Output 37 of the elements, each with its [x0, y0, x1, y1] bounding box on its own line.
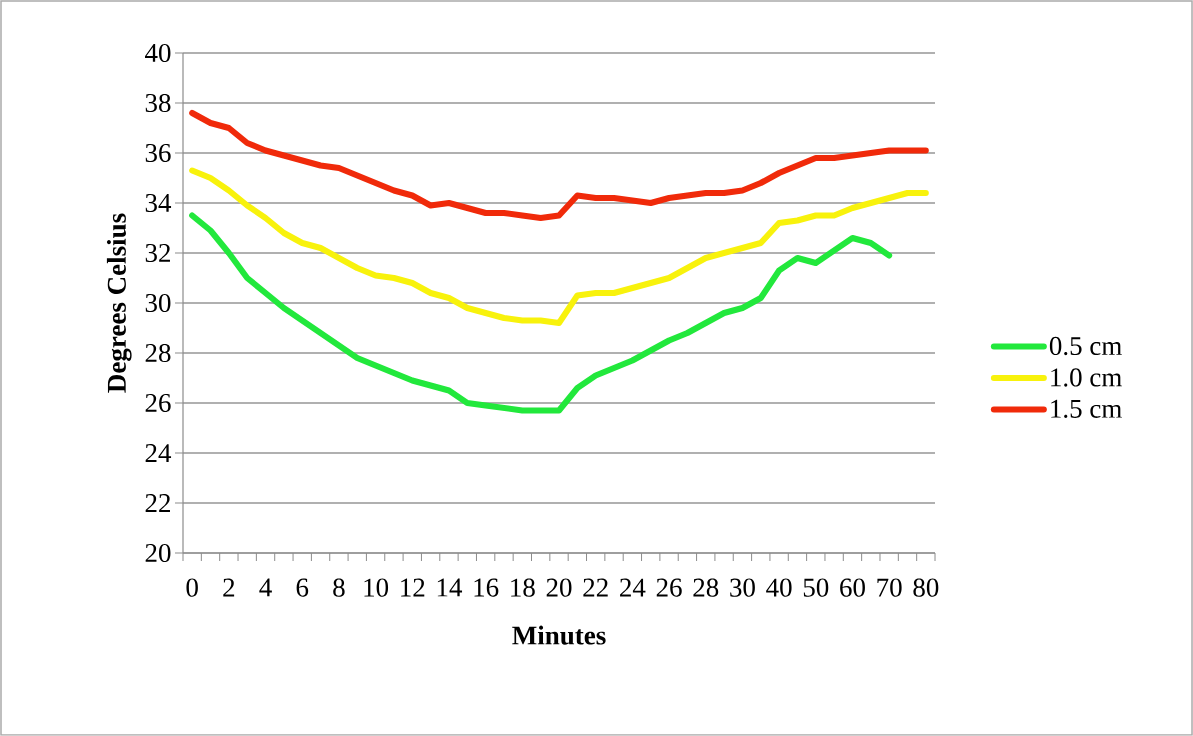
- x-tick-label: 80: [913, 578, 939, 597]
- x-tick-label: 60: [840, 578, 865, 597]
- x-tick-label: 8: [333, 578, 345, 597]
- x-tick-label: 6: [296, 578, 309, 597]
- x-tick-label: 10: [364, 578, 389, 597]
- x-tick-label: 20: [546, 578, 572, 597]
- x-tick-label: 14: [437, 578, 463, 597]
- x-tick-label: 4: [259, 578, 272, 597]
- legend-label: 1.5 cm: [1051, 399, 1122, 418]
- y-tick-label: 20: [145, 543, 171, 563]
- y-tick-label: 36: [145, 143, 171, 163]
- legend-label: 1.0 cm: [1051, 368, 1122, 387]
- x-tick-label: 40: [766, 578, 792, 597]
- y-tick-label: 40: [145, 43, 171, 63]
- x-axis-title: Minutes: [512, 625, 606, 645]
- y-tick-label: 24: [145, 444, 172, 462]
- x-tick-label: 28: [693, 578, 719, 597]
- y-tick-label: 30: [145, 293, 171, 313]
- x-tick-label: 18: [511, 578, 535, 597]
- y-tick-label: 34: [145, 193, 172, 213]
- x-tick-label: 50: [803, 578, 829, 597]
- x-tick-label: 70: [877, 578, 902, 597]
- y-tick-label: 28: [145, 343, 171, 363]
- x-tick-label: 24: [620, 578, 646, 597]
- x-tick-label: 22: [583, 578, 608, 597]
- x-tick-label: 2: [223, 578, 235, 597]
- y-axis-title: Degrees Celsius: [106, 213, 132, 393]
- x-tick-label: 26: [656, 578, 682, 597]
- y-tick-label: 32: [145, 243, 170, 263]
- y-tick-label: 26: [145, 393, 171, 413]
- y-tick-label: 22: [145, 494, 170, 512]
- x-tick-label: 16: [474, 578, 499, 597]
- legend-label: 0.5 cm: [1049, 336, 1122, 356]
- x-tick-label: 0: [186, 578, 198, 597]
- x-tick-label: 12: [401, 578, 425, 597]
- y-tick-label: 38: [145, 93, 171, 113]
- x-tick-label: 30: [730, 578, 755, 597]
